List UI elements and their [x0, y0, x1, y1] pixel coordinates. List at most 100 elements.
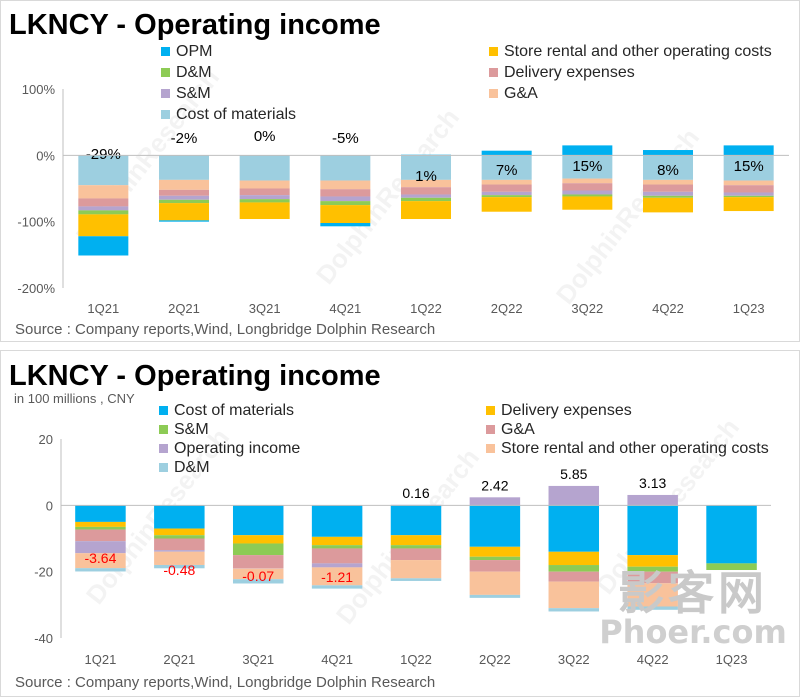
bar-s-m — [154, 535, 205, 539]
bar-delivery-expenses — [642, 184, 694, 192]
bar-d-m — [723, 195, 774, 198]
bar-g-a — [320, 180, 371, 190]
bar-g-a — [400, 179, 452, 188]
bar-d-m — [481, 195, 532, 198]
data-label: -1.21 — [321, 569, 353, 585]
legend-item-delivery-expenses: Delivery expenses — [489, 63, 635, 82]
bar-d-m — [154, 564, 205, 569]
bar-d-m — [548, 608, 600, 612]
site-watermark-en: Phoer.com — [599, 613, 787, 651]
x-tick-label: 4Q21 — [321, 652, 353, 667]
bar-cost-of-materials — [723, 155, 774, 181]
bar-s-m — [562, 190, 613, 195]
legend-swatch — [489, 68, 498, 77]
bar-d-m — [627, 606, 678, 610]
bar-delivery-expenses — [78, 198, 129, 207]
bar-s-m — [158, 195, 210, 200]
site-watermark-cn: 影客网 — [618, 566, 768, 620]
bar-delivery-expenses — [311, 536, 363, 546]
legend-swatch — [161, 89, 170, 98]
legend-item-d-m: D&M — [159, 458, 210, 477]
legend-label: D&M — [176, 63, 212, 81]
bar-s-m — [548, 565, 600, 572]
x-tick-label: 3Q21 — [242, 652, 274, 667]
x-tick-label: 4Q22 — [637, 652, 669, 667]
bar-g-a — [548, 571, 600, 582]
legend-item-g-a: G&A — [486, 420, 535, 439]
bar-delivery-expenses — [548, 551, 600, 566]
x-tick-label: 4Q22 — [652, 301, 684, 316]
bar-cost-of-materials — [158, 155, 210, 180]
bar-delivery-expenses — [469, 546, 521, 557]
legend-swatch — [161, 110, 170, 119]
data-label: -5% — [332, 130, 359, 147]
data-label: 8% — [657, 162, 679, 179]
x-tick-label: 1Q22 — [400, 652, 432, 667]
legend-swatch — [161, 47, 170, 56]
data-label: 15% — [734, 158, 764, 175]
legend-label: Cost of materials — [174, 401, 295, 419]
bar-g-a — [232, 555, 284, 569]
bar-d-m — [75, 568, 126, 572]
bar-s-m — [232, 543, 284, 556]
bar-delivery-expenses — [239, 188, 290, 196]
legend-label: Store rental and other operating costs — [504, 42, 772, 60]
legend-label: G&A — [504, 84, 538, 102]
x-tick-label: 3Q22 — [571, 301, 603, 316]
bar-g-a — [311, 548, 363, 564]
bar-s-m — [78, 206, 129, 211]
legend-item-d-m: D&M — [161, 63, 212, 82]
bar-store-rental-and-other-operating-costs — [78, 214, 129, 237]
x-tick-label: 1Q22 — [410, 301, 442, 316]
legend-swatch — [159, 406, 168, 415]
bar-delivery-expenses — [390, 535, 442, 546]
bar-g-a — [239, 180, 290, 189]
bar-d-m — [78, 210, 129, 215]
y-tick-label: 0 — [46, 498, 53, 513]
bar-cost-of-materials — [239, 155, 290, 181]
bar-delivery-expenses — [75, 521, 126, 527]
bar-store-rental-and-other-operating-costs — [469, 571, 521, 595]
chart-panel-opm: DolphinResearch DolphinResearch DolphinR… — [0, 0, 800, 342]
bar-s-m — [723, 192, 774, 196]
x-tick-label: 1Q21 — [85, 652, 117, 667]
chart-plot: 20 0 -20 -40 1Q21 -3.64 2Q21 -0.48 3Q21 -0.07 4Q21… — [34, 432, 771, 667]
bar-operating-income — [154, 550, 205, 552]
bar-cost-of-materials — [320, 155, 371, 181]
bar-delivery-expenses — [481, 184, 532, 192]
data-label: 15% — [572, 158, 602, 175]
legend-item-delivery-expenses: Delivery expenses — [486, 401, 632, 420]
bar-cost-of-materials — [481, 155, 532, 180]
x-tick-label: 2Q22 — [491, 301, 523, 316]
bar-s-m — [75, 526, 126, 530]
legend-item-opm: OPM — [161, 42, 212, 61]
bar-g-a — [75, 529, 126, 542]
bar-d-m — [158, 199, 210, 204]
bar-cost-of-materials — [390, 505, 442, 536]
bar-store-rental-and-other-operating-costs — [158, 203, 210, 221]
legend-swatch — [486, 406, 495, 415]
x-tick-label: 1Q23 — [733, 301, 765, 316]
bar-s-m — [642, 191, 694, 196]
y-tick-label: 20 — [39, 432, 53, 447]
bar-store-rental-and-other-operating-costs — [311, 567, 363, 586]
bar-g-a — [723, 180, 774, 186]
legend-item-s-m: S&M — [159, 420, 209, 439]
bar-cost-of-materials — [75, 505, 126, 522]
x-tick-label: 4Q21 — [329, 301, 361, 316]
legend-item-g-a: G&A — [489, 84, 538, 103]
bar-g-a — [642, 179, 694, 185]
bar-store-rental-and-other-operating-costs — [239, 202, 290, 220]
x-tick-label: 2Q21 — [163, 652, 195, 667]
legend-label: Store rental and other operating costs — [501, 439, 769, 457]
legend-swatch — [159, 463, 168, 472]
bar-opm — [158, 220, 210, 222]
chart-plot: 100% 0% -100% -200% 1Q21 -29% 2Q21 -2% 3Q21 0% 4Q2… — [17, 82, 789, 316]
bar-operating-income — [469, 497, 521, 506]
bar-store-rental-and-other-operating-costs — [627, 583, 678, 607]
bar-s-m — [320, 196, 371, 202]
data-label: 7% — [496, 162, 518, 179]
bar-delivery-expenses — [232, 535, 284, 544]
y-tick-label: -20 — [34, 565, 53, 580]
bar-opm — [78, 236, 129, 256]
